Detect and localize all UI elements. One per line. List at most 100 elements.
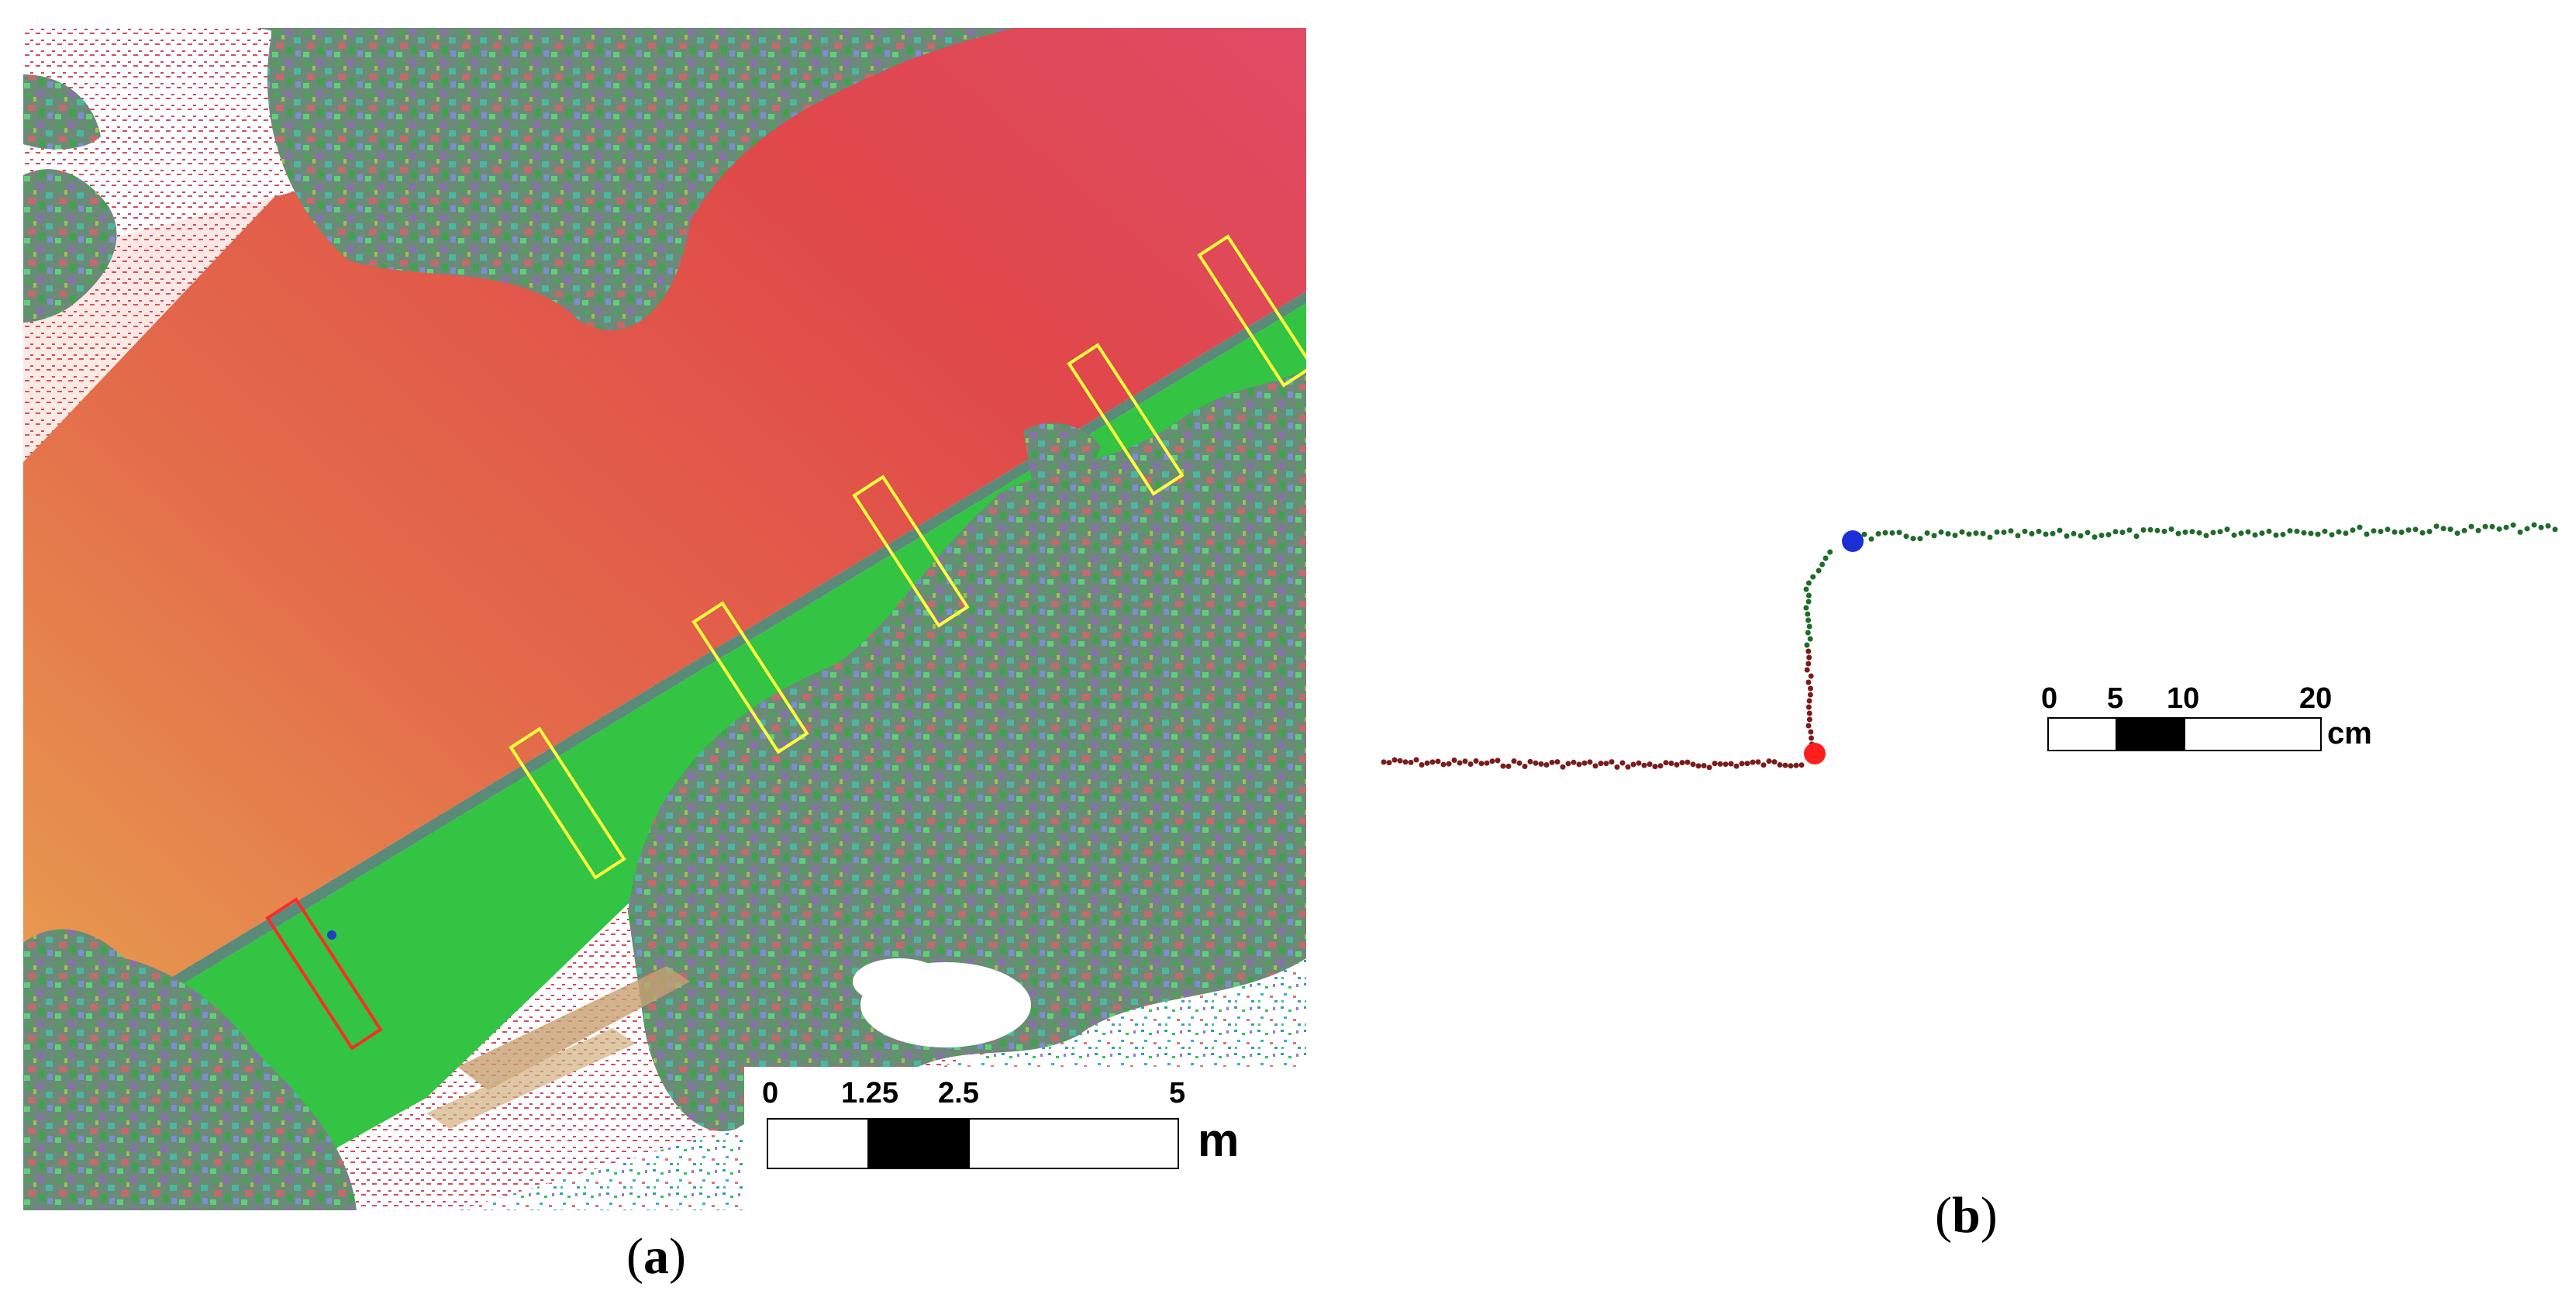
profile-point — [2398, 530, 2405, 535]
profile-point — [2273, 532, 2279, 538]
profile-point — [2078, 533, 2084, 539]
profile-point — [1896, 530, 1902, 536]
scale-unit: cm — [2327, 716, 2372, 751]
profile-point — [1861, 531, 1867, 537]
profile-point — [2531, 522, 2537, 528]
profile-point — [2294, 528, 2300, 534]
profile-point — [1823, 555, 1829, 561]
profile-point — [2105, 532, 2112, 538]
profile-point — [1889, 530, 1895, 536]
profile-point — [1630, 761, 1636, 768]
profile-point — [2210, 530, 2216, 536]
profile-point — [2029, 530, 2035, 537]
profile-point — [1560, 764, 1566, 770]
profile-point — [1808, 685, 1813, 692]
profile-point — [2050, 530, 2056, 537]
profile-point — [1462, 758, 1468, 764]
profile-point — [1397, 757, 1403, 764]
profile-point — [2538, 524, 2544, 530]
profile-point — [1484, 760, 1490, 766]
profile-point — [1803, 605, 1809, 611]
profile-point — [1805, 592, 1812, 599]
profile-point — [1592, 763, 1598, 769]
profile-point — [2433, 523, 2440, 530]
profile-point — [1516, 760, 1522, 766]
profile-point — [1478, 761, 1485, 767]
profile-point — [2071, 530, 2077, 537]
profile-point — [2552, 526, 2558, 533]
profile-box — [1067, 343, 1185, 496]
profile-point — [1805, 648, 1812, 654]
marker-point — [327, 930, 336, 940]
profile-point — [2336, 529, 2342, 535]
profile-point — [2482, 523, 2488, 530]
profile-point — [1511, 758, 1517, 764]
profile-point — [2343, 530, 2349, 537]
profile-point — [1668, 761, 1674, 766]
profile-point — [2357, 524, 2363, 530]
profile-point — [1446, 761, 1452, 767]
profile-point — [1473, 758, 1479, 764]
profile-point — [1827, 549, 1833, 555]
profile-point — [1805, 617, 1812, 623]
profile-point — [1805, 599, 1812, 605]
profile-point — [2378, 529, 2384, 534]
profile-point — [2140, 527, 2147, 533]
profile-point — [2133, 533, 2140, 540]
profile-point — [2475, 527, 2481, 533]
profile-point — [1805, 630, 1811, 636]
profile-point — [1806, 654, 1812, 661]
profile-point — [2091, 534, 2098, 540]
profile-point — [2217, 529, 2223, 535]
profile-point — [2440, 526, 2447, 532]
scale-tick-3: 5 — [1169, 1077, 1186, 1109]
profile-point — [1419, 762, 1425, 768]
point-cloud-top-view: 0 1.25 2.5 5 m — [23, 28, 1306, 1210]
profile-point — [1806, 698, 1812, 704]
profile-plot — [1381, 522, 2558, 771]
profile-point — [1391, 757, 1398, 763]
profile-point — [1571, 759, 1577, 765]
profile-point — [1755, 759, 1761, 765]
profile-point — [1712, 761, 1718, 767]
profile-point — [1381, 759, 1387, 765]
profile-point — [1413, 757, 1419, 763]
profile-point — [2175, 530, 2181, 537]
profile-point — [1695, 763, 1702, 769]
profile-point — [2392, 529, 2398, 535]
profile-point — [1807, 692, 1813, 698]
profile-point — [1994, 529, 2000, 535]
profile-point — [1429, 759, 1436, 765]
profile-point — [2308, 530, 2314, 537]
profile-point — [2468, 523, 2474, 530]
scale-bar-a — [767, 1118, 1179, 1169]
profile-point — [1641, 762, 1647, 768]
profile-point — [1868, 536, 1874, 542]
profile-point — [1816, 568, 1822, 574]
profile-point — [2301, 530, 2307, 536]
caption-b: (b) — [1935, 1187, 1998, 1244]
profile-point — [1440, 761, 1447, 768]
profile-point — [1424, 760, 1430, 766]
profile-point — [1739, 761, 1745, 767]
profile-point — [2126, 527, 2133, 533]
profile-point — [1495, 757, 1501, 764]
profile-point — [1805, 704, 1812, 710]
profile-point — [1808, 673, 1814, 679]
top-point — [1842, 530, 1864, 552]
profile-point — [1810, 574, 1816, 580]
profile-point — [1603, 761, 1609, 767]
profile-point — [2203, 533, 2209, 539]
profile-point — [2043, 531, 2049, 537]
profile-point — [2496, 526, 2502, 532]
profile-point — [1875, 531, 1881, 537]
profile-point — [1805, 580, 1812, 586]
profile-point — [2419, 530, 2426, 536]
profile-point — [1803, 586, 1809, 592]
profile-point — [1706, 764, 1712, 771]
profile-point — [1457, 760, 1463, 766]
cross-section-profile: 0 5 10 20 cm — [1372, 465, 2576, 806]
scale-tick-0: 0 — [2041, 682, 2058, 715]
profile-point — [1980, 530, 1986, 537]
caption-a: (a) — [626, 1228, 686, 1285]
